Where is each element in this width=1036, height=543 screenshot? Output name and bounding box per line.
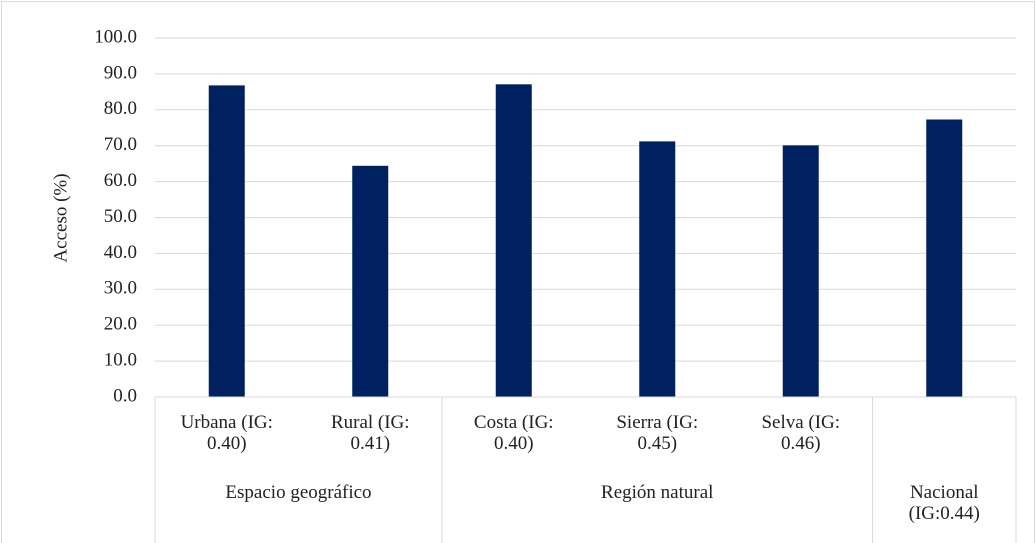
group-label: Espacio geográfico [225, 482, 372, 503]
group-label: Región natural [601, 482, 714, 503]
bar [208, 85, 245, 397]
y-tick-label: 40.0 [104, 242, 137, 263]
group-label: Nacional (IG:0.44) [908, 482, 980, 524]
y-tick-label: 20.0 [104, 314, 137, 335]
bar [639, 141, 676, 397]
y-tick-label: 10.0 [104, 349, 137, 370]
bar [352, 165, 389, 397]
x-tick-label: Costa (IG: 0.40) [473, 412, 554, 454]
y-tick-label: 30.0 [104, 278, 137, 299]
y-tick-label: 70.0 [104, 134, 137, 155]
x-tick-label: Selva (IG: 0.46) [761, 412, 841, 454]
y-axis-label: Acceso (%) [50, 173, 71, 262]
x-tick-label: Rural (IG: 0.41) [330, 412, 410, 454]
y-tick-label: 0.0 [113, 385, 137, 406]
y-tick-label: 90.0 [104, 62, 137, 83]
bar [926, 119, 963, 398]
bar [495, 84, 532, 397]
y-tick-label: 50.0 [104, 206, 137, 227]
y-tick-label: 80.0 [104, 98, 137, 119]
bar [782, 145, 819, 397]
x-tick-label: Urbana (IG: 0.40) [180, 412, 273, 454]
y-tick-label: 100.0 [94, 26, 137, 47]
x-tick-label: Sierra (IG: 0.45) [616, 412, 699, 454]
y-tick-label: 60.0 [104, 170, 137, 191]
